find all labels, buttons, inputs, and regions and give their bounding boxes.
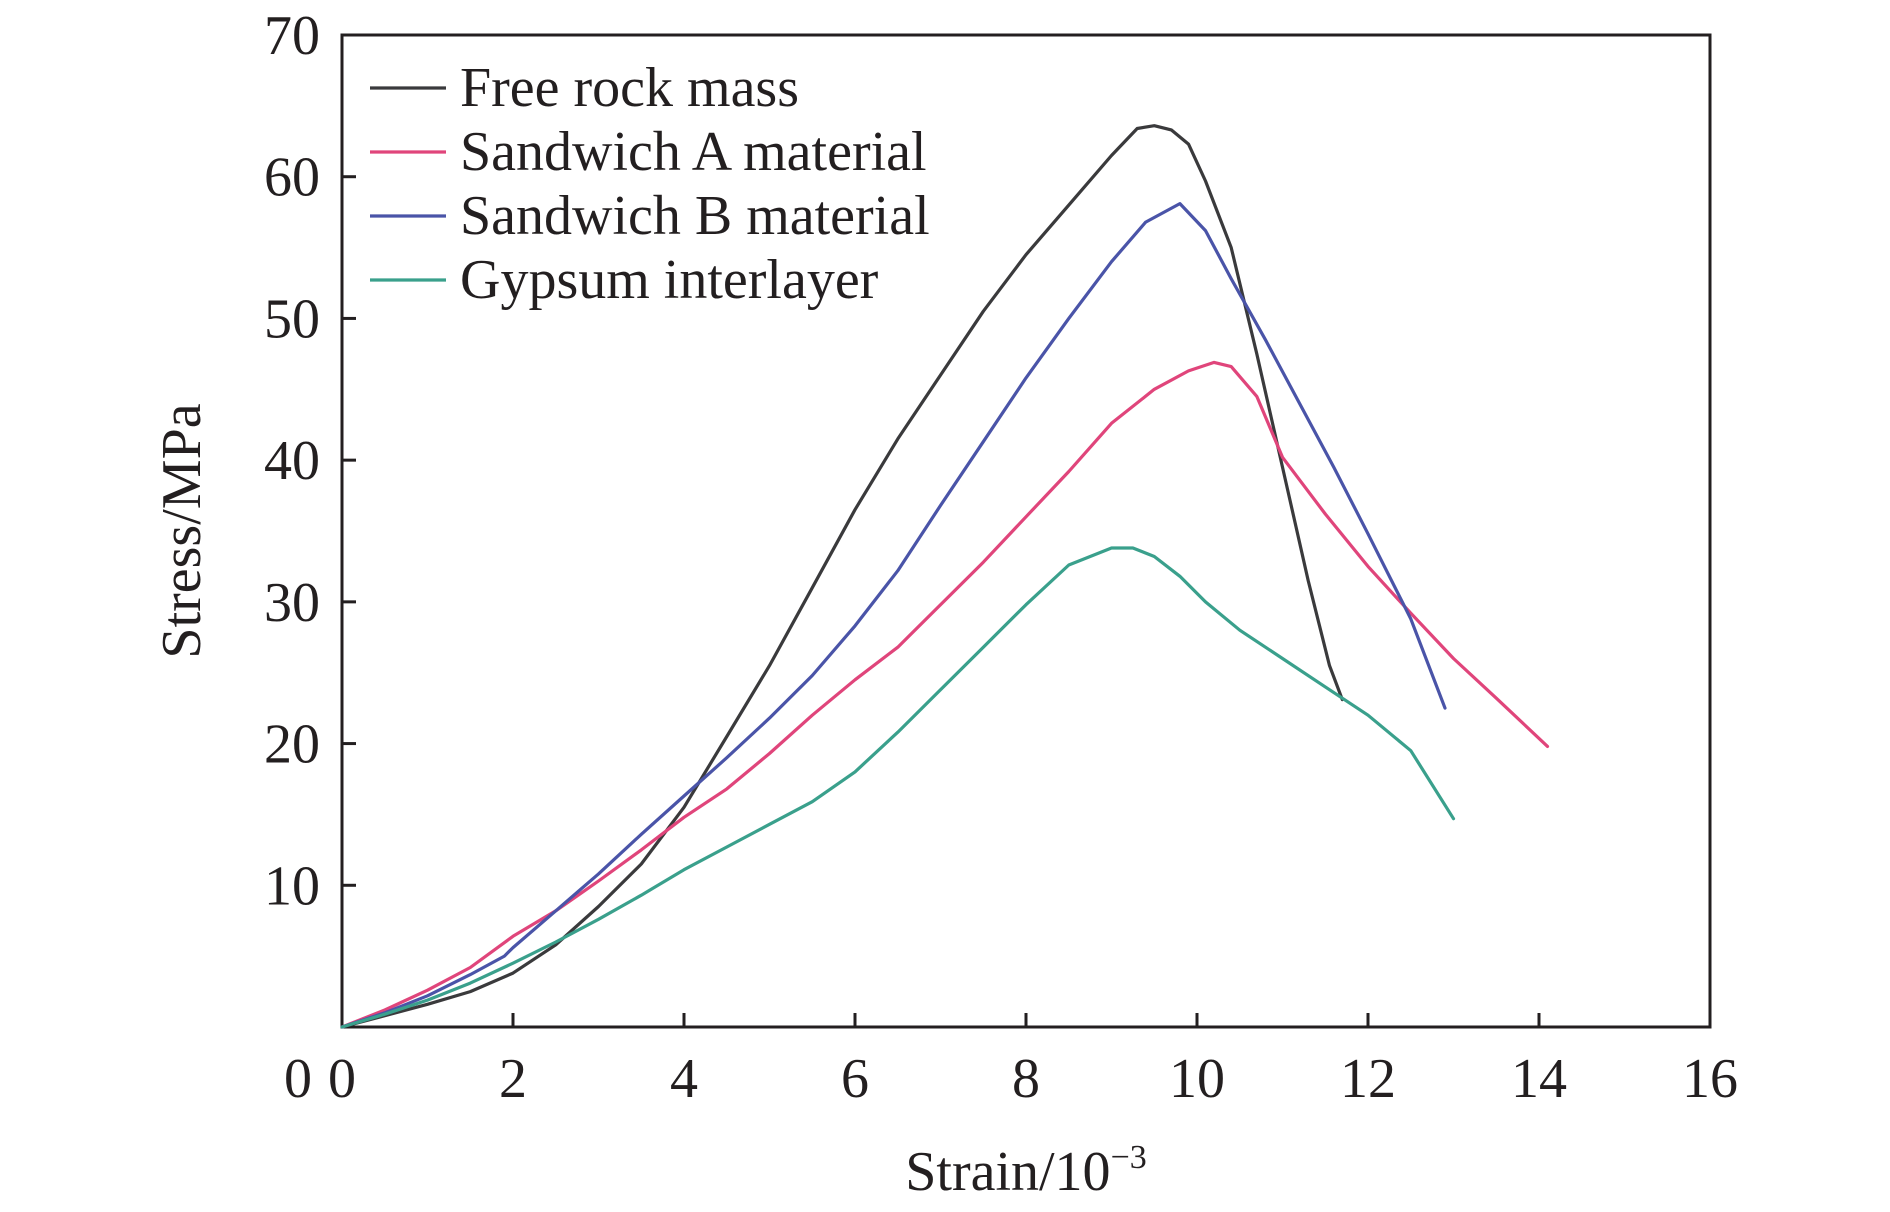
plot-frame [340, 33, 1712, 1029]
y-axis: 10 20 30 40 50 60 70 0 [264, 5, 356, 1110]
x-axis: 0 2 4 6 8 10 12 14 16 [328, 1013, 1738, 1110]
series-line-3 [340, 202, 1447, 1029]
series-line-1 [340, 124, 1344, 1029]
x-tick-label: 16 [1682, 1048, 1738, 1110]
x-tick-label: 4 [670, 1048, 698, 1110]
x-tick-label: 12 [1340, 1048, 1396, 1110]
x-tick-label: 8 [1012, 1048, 1040, 1110]
y-tick-label: 50 [264, 288, 320, 350]
legend-label: Gypsum interlayer [460, 249, 879, 311]
x-axis-title: Strain/10−3 [905, 1139, 1147, 1203]
legend-label: Sandwich A material [460, 121, 927, 183]
y-tick-label: 40 [264, 430, 320, 492]
x-tick-label: 2 [499, 1048, 527, 1110]
series-line-4 [340, 546, 1456, 1029]
x-axis-title-exponent: −3 [1111, 1139, 1147, 1176]
origin-label: 0 [284, 1048, 312, 1110]
y-tick-label: 20 [264, 714, 320, 776]
x-tick-label: 14 [1511, 1048, 1567, 1110]
x-tick-label: 10 [1169, 1048, 1225, 1110]
legend-label: Free rock mass [460, 57, 799, 119]
legend-label: Sandwich B material [460, 185, 930, 247]
y-tick-label: 30 [264, 572, 320, 634]
y-tick-label: 60 [264, 147, 320, 209]
series-line-2 [340, 360, 1550, 1029]
y-tick-label: 10 [264, 855, 320, 917]
series-layer [340, 124, 1550, 1029]
x-tick-label: 0 [328, 1048, 356, 1110]
x-tick-label: 6 [841, 1048, 869, 1110]
y-axis-title: Stress/MPa [151, 403, 213, 658]
x-axis-title-main: Strain/10 [905, 1141, 1110, 1203]
y-tick-label: 70 [264, 5, 320, 67]
